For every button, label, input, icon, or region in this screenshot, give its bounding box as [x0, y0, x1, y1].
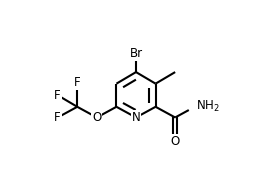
Text: F: F: [54, 89, 61, 102]
Text: O: O: [92, 111, 101, 124]
Text: F: F: [54, 111, 61, 124]
Text: F: F: [74, 76, 81, 89]
Text: O: O: [171, 135, 180, 148]
Text: Br: Br: [129, 47, 143, 60]
Text: N: N: [132, 111, 140, 124]
Text: NH$_2$: NH$_2$: [196, 99, 220, 114]
